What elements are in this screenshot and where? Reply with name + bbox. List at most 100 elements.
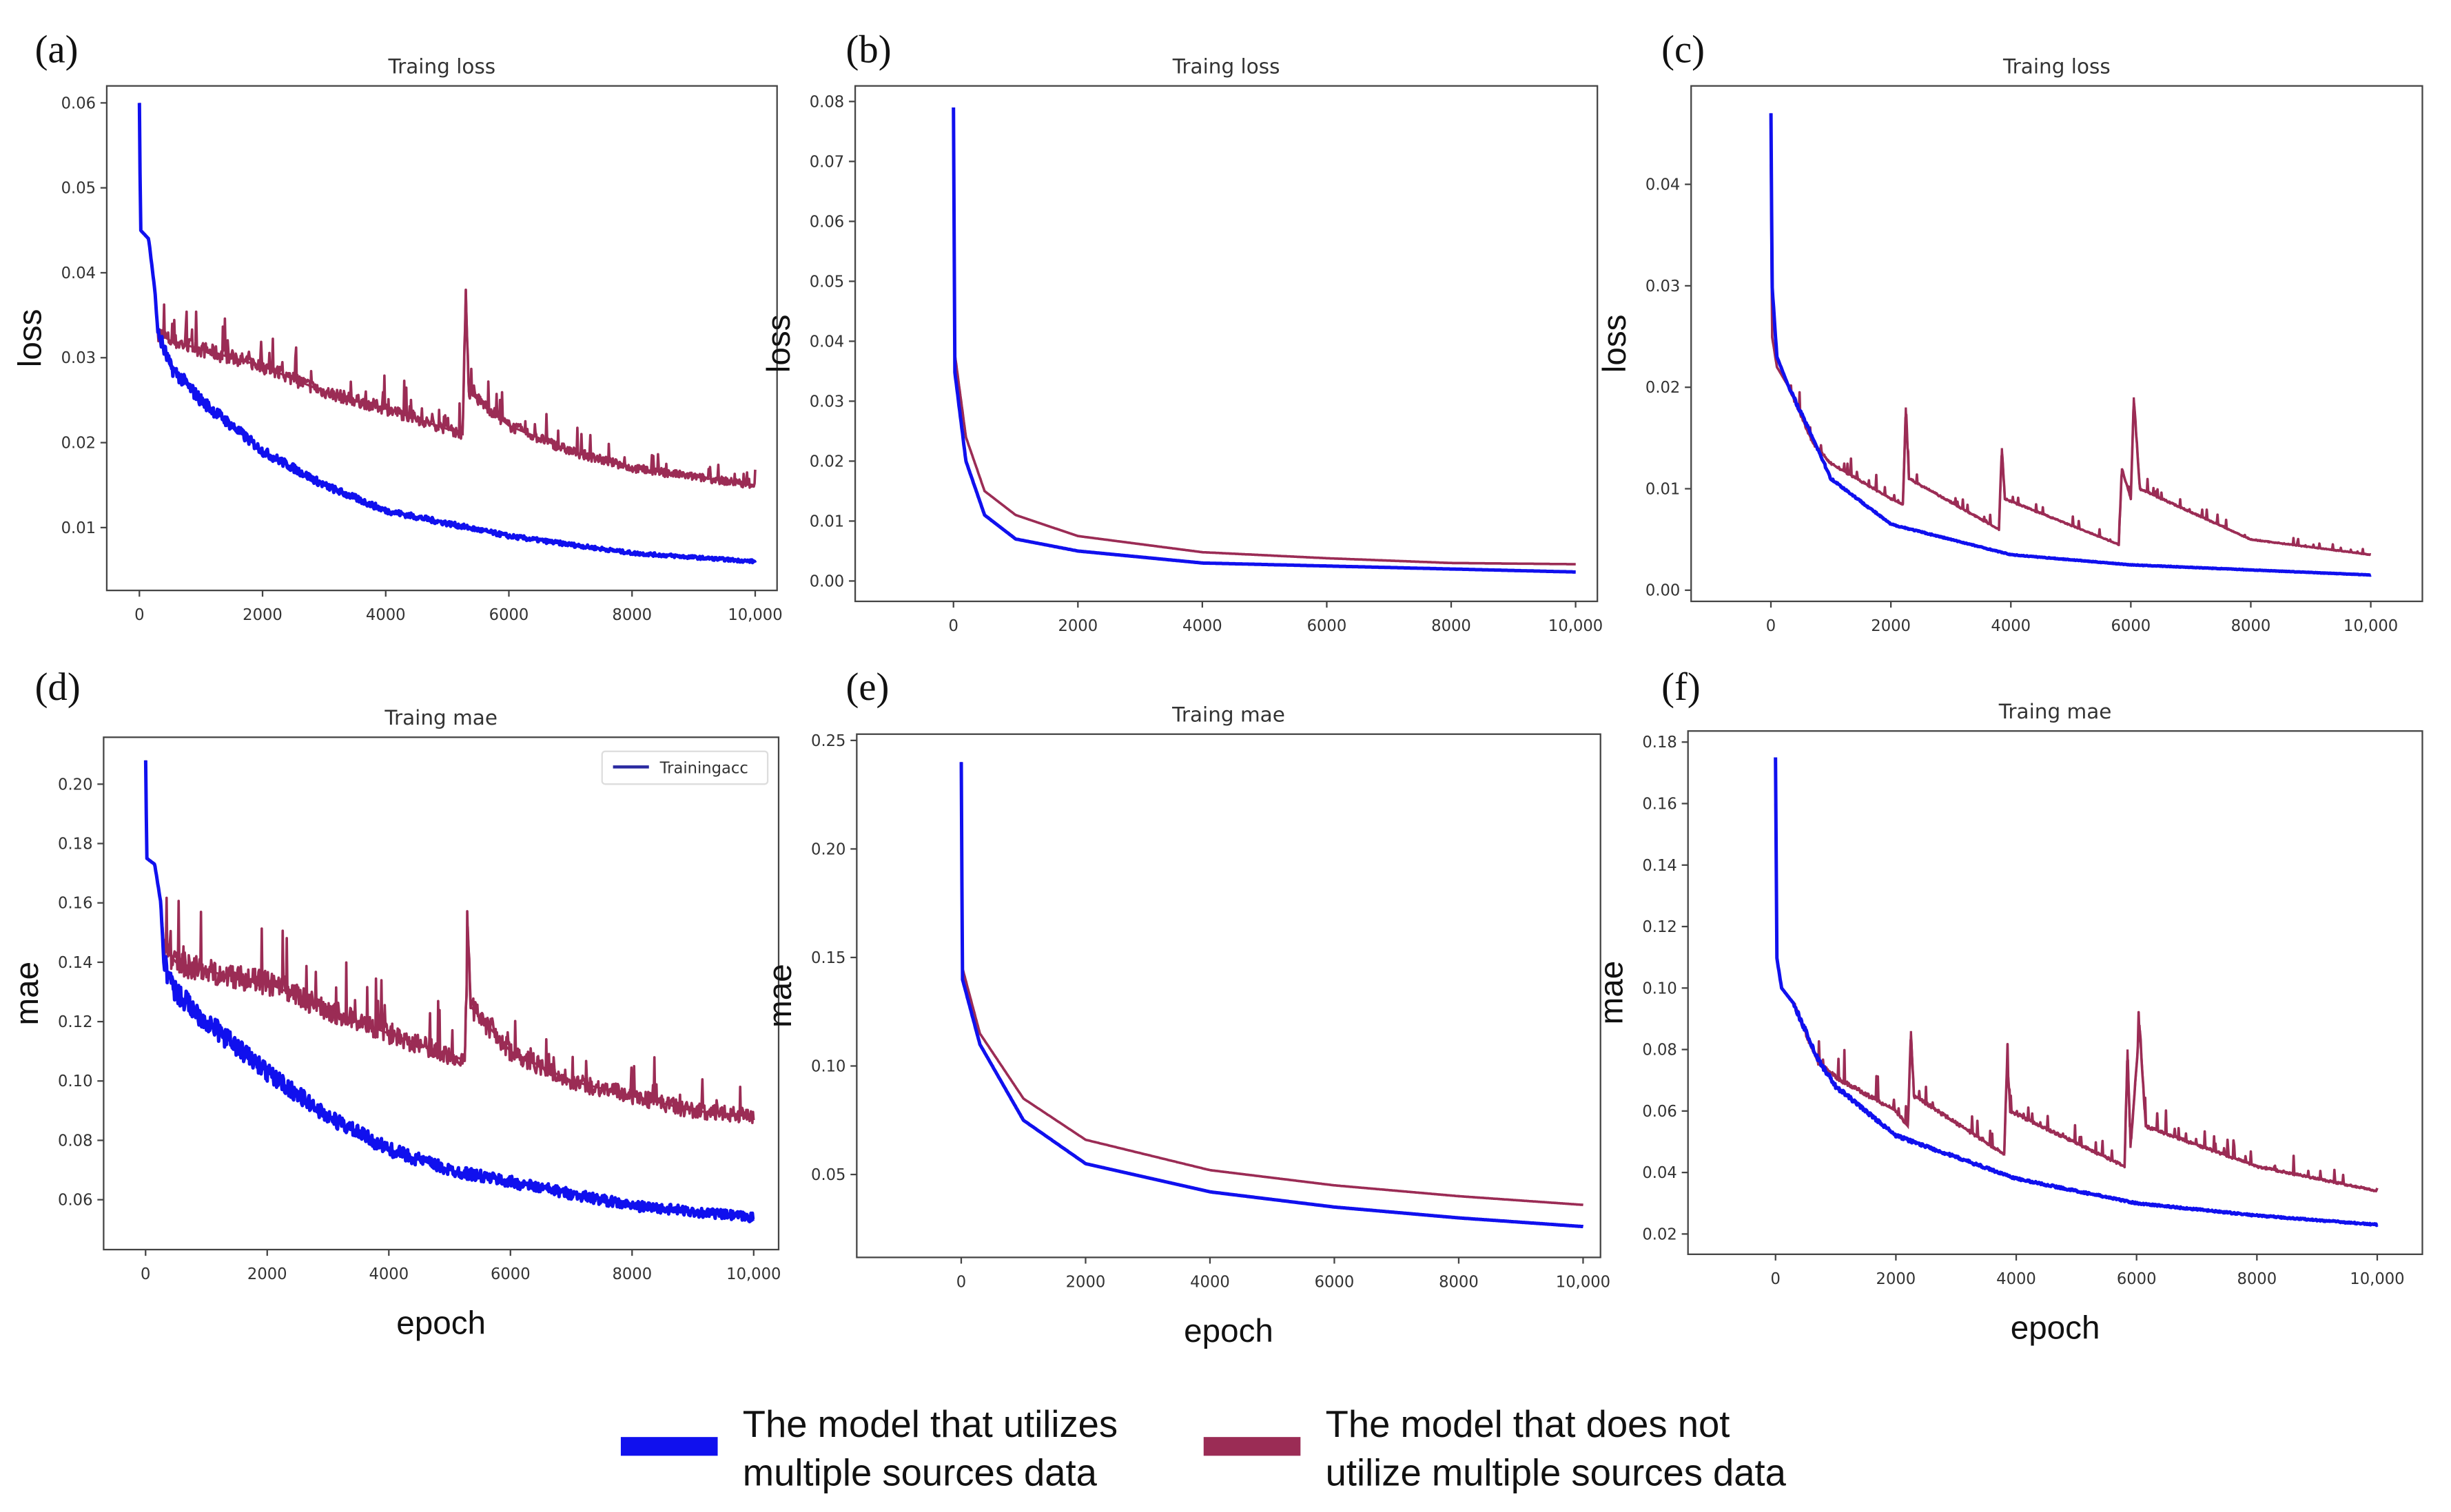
y-tick-label: 0.16 [1642,795,1676,813]
y-tick-label: 0.15 [811,949,845,967]
chart-title: Traing loss [1172,55,1280,79]
x-tick-label: 8000 [2237,1270,2277,1288]
series-keypoints-multi [144,760,754,1219]
x-tick-label: 10,000 [1548,617,1603,635]
x-tick-label: 8000 [612,1265,652,1283]
y-tick-label: 0.12 [58,1013,92,1031]
panel-e: (e) Traing mae 0.05 0.10 0.15 0.20 0.25 0 2000 40… [762,665,1610,1349]
x-tick-label: 10,000 [2350,1270,2404,1288]
inset-legend-label: Trainingacc [659,759,748,777]
x-tick-label: 6000 [489,606,529,624]
x-tick-label: 8000 [1431,617,1471,635]
chart-title: Traing mae [1998,700,2112,723]
panel-label: (f) [1661,665,1701,709]
y-tick-label: 0.04 [61,265,96,282]
x-tick-label: 6000 [1307,617,1347,635]
x-tick-label: 4000 [1182,617,1222,635]
series-line-single [144,760,755,1124]
plot-area [856,733,1601,1259]
x-tick-label: 4000 [1991,617,2031,635]
y-tick-label: 0.01 [810,512,844,530]
y-tick-label: 0.03 [810,393,844,411]
panel-label: (b) [845,28,891,72]
inset-legend: Trainingacc [601,750,769,785]
x-tick-label: 10,000 [1556,1273,1610,1291]
x-axis-label: epoch [1184,1313,1273,1349]
y-tick-label: 0.03 [61,349,96,367]
y-tick-label: 0.20 [58,776,92,794]
x-tick-label: 4000 [369,1265,409,1283]
y-tick-label: 0.12 [1642,918,1676,936]
plot-area [105,85,778,592]
plot-area [854,85,1599,603]
legend-swatch-multi [620,1437,718,1456]
y-axis-label: loss [1597,315,1633,373]
inset-legend-box [601,750,769,785]
y-axis-label: mae [1593,961,1630,1025]
panel-b: (b) Traing loss 0.00 0.01 0.02 0.03 0.04 0.05 0.… [761,28,1603,635]
x-tick-label: 2000 [1876,1270,1916,1288]
y-tick-label: 0.05 [811,1166,845,1184]
y-tick-label: 0.01 [61,519,96,537]
chart-title: Traing loss [387,55,495,79]
y-tick-label: 0.02 [810,453,844,470]
y-tick-label: 0.08 [810,93,844,111]
plot-area [1690,85,2423,603]
series-line-single [138,103,757,489]
y-tick-label: 0.18 [1642,734,1676,752]
panel-f: (f) Traing mae 0.02 0.04 0.06 0.08 0.10 0.12 0.1… [1593,665,2423,1346]
panel-c: (c) Traing loss 0.00 0.01 0.02 0.03 0.04 0 2000 4… [1597,28,2423,635]
x-tick-label: 2000 [1058,617,1098,635]
y-tick-label: 0.06 [810,213,844,231]
y-tick-label: 0.06 [61,94,96,112]
y-tick-label: 0.05 [810,273,844,291]
legend-multi-line1: The model that utilizes [743,1403,1118,1445]
x-tick-label: 4000 [1190,1273,1230,1291]
y-tick-label: 0.00 [810,572,844,590]
x-tick-label: 8000 [2231,617,2271,635]
panel-label: (c) [1661,28,1705,72]
x-tick-label: 0 [949,617,958,635]
panel-label: (d) [35,665,81,709]
x-tick-label: 4000 [366,606,406,624]
series-keypoints-multi [1770,113,2371,577]
x-tick-label: 0 [956,1273,966,1291]
chart-title: Traing loss [2002,55,2111,79]
y-tick-label: 0.25 [811,732,845,750]
x-tick-label: 6000 [1315,1273,1355,1291]
y-tick-label: 0.18 [58,835,92,853]
y-tick-label: 0.14 [1642,857,1676,875]
y-axis-label: mae [9,962,45,1026]
legend-swatch-single [1203,1437,1301,1456]
y-tick-label: 0.02 [1642,1225,1676,1243]
chart-title: Traing mae [1171,703,1285,727]
x-tick-label: 4000 [1996,1270,2036,1288]
x-axis-label: epoch [2011,1309,2100,1346]
panel-label: (e) [845,665,889,709]
y-tick-label: 0.16 [58,895,92,913]
series-keypoints-multi [138,103,756,563]
y-axis-label: loss [12,309,49,368]
x-tick-label: 2000 [1871,617,1911,635]
panel-d: (d) Traing mae 0.06 0.08 0.10 0.12 0.14 0.16 0.1… [9,665,781,1342]
panel-a: (a) Traing loss 0.01 0.02 0.03 0.04 0.05 0.06 0 2… [12,28,783,625]
series-keypoints-single [952,107,1576,566]
x-tick-label: 0 [1771,1270,1781,1288]
legend-multi-line2: multiple sources data [743,1451,1098,1493]
x-tick-label: 0 [141,1265,150,1283]
x-tick-label: 0 [1766,617,1776,635]
series-keypoints-single [960,762,1583,1206]
chart-title: Traing mae [384,706,498,729]
y-tick-label: 0.08 [58,1132,92,1150]
plot-area [1687,730,2423,1255]
x-tick-label: 6000 [2117,1270,2157,1288]
x-tick-label: 2000 [243,606,283,624]
x-axis-label: epoch [396,1305,486,1341]
x-tick-label: 0 [134,606,144,624]
y-tick-label: 0.10 [1642,980,1676,997]
x-tick-label: 2000 [247,1265,287,1283]
y-tick-label: 0.20 [811,840,845,858]
x-tick-label: 10,000 [726,1265,781,1283]
y-tick-label: 0.04 [1645,176,1680,194]
